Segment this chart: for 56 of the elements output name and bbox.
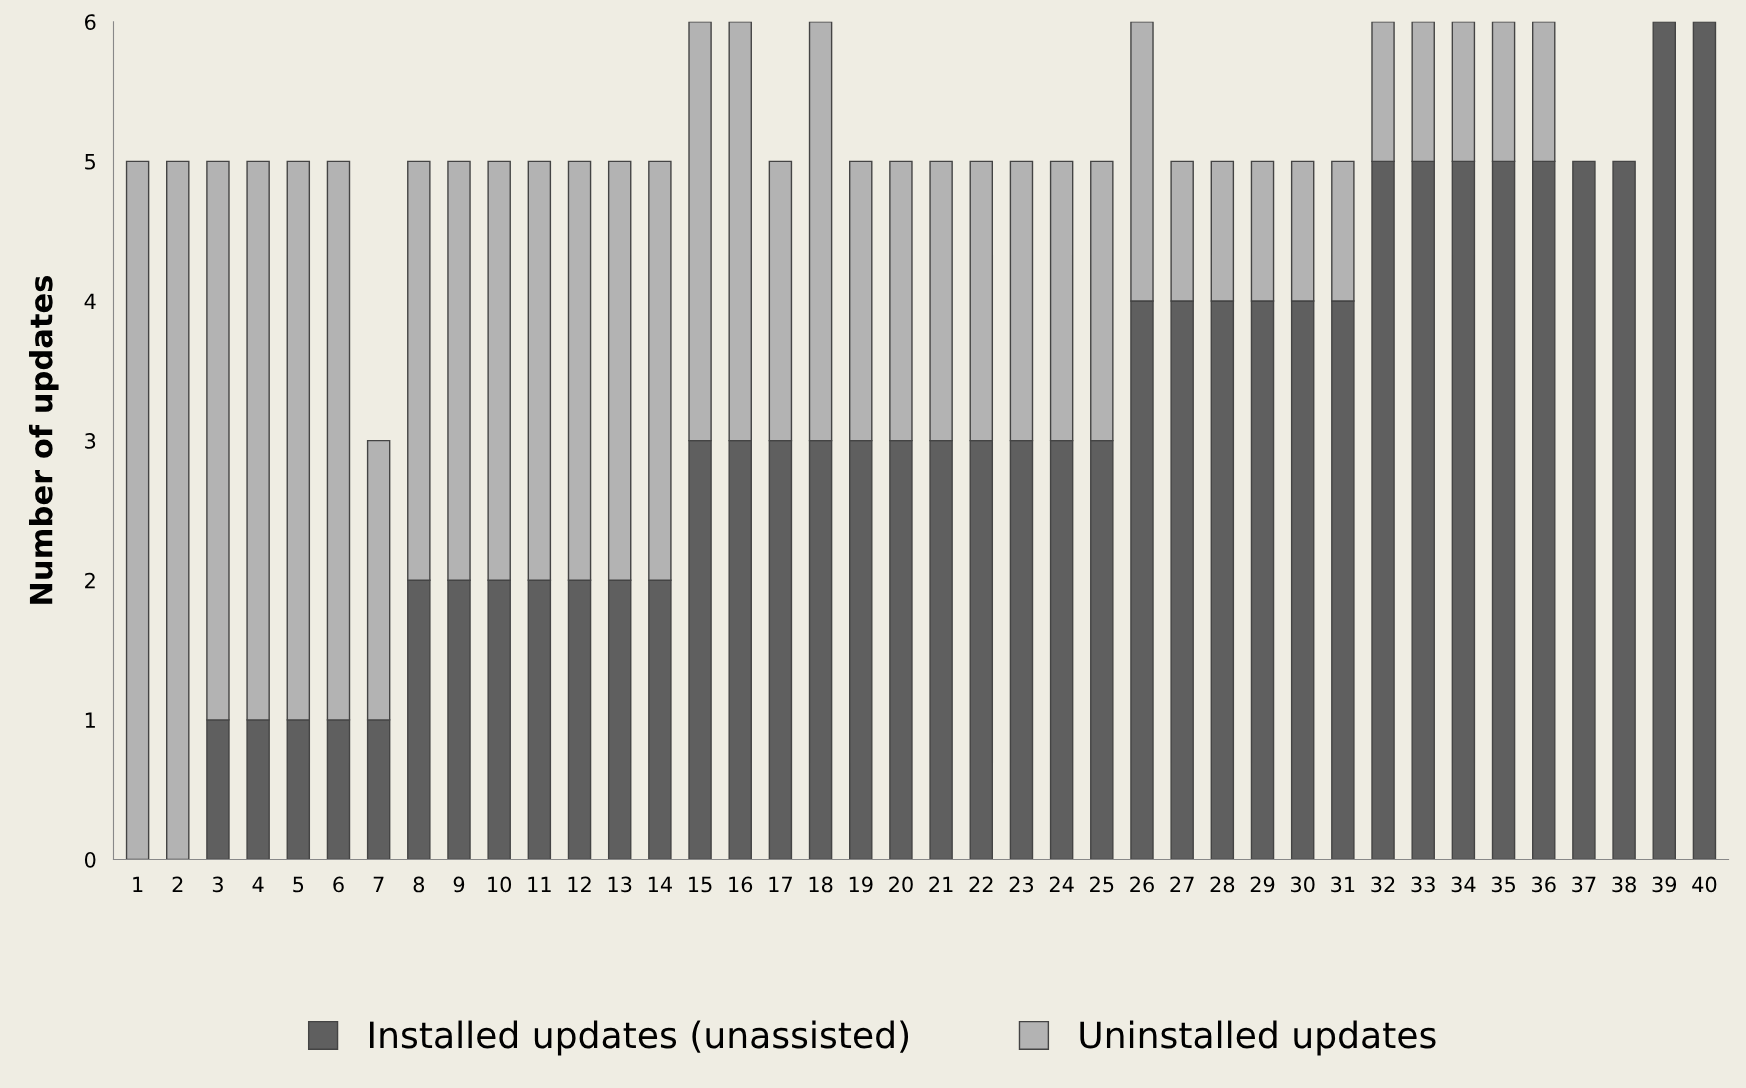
x-tick-label: 9 <box>453 876 465 893</box>
x-tick-label: 7 <box>373 876 384 893</box>
x-tick-label: 37 <box>1572 876 1596 893</box>
x-tick-label: 14 <box>648 876 672 893</box>
y-tick-label: 2 <box>85 572 95 589</box>
x-tick-label: 23 <box>1009 876 1034 893</box>
x-tick-label: 12 <box>568 876 591 893</box>
y-tick-label: 1 <box>85 712 95 728</box>
x-tick-label: 39 <box>1652 876 1677 893</box>
x-tick-label: 26 <box>1130 876 1154 893</box>
x-tick-label: 29 <box>1250 876 1275 893</box>
x-tick-label: 5 <box>293 876 304 893</box>
legend-label: Installed updates (unassisted) <box>369 1020 909 1056</box>
x-tick-label: 13 <box>608 876 632 893</box>
x-tick-label: 36 <box>1532 876 1556 893</box>
x-tick-label: 10 <box>488 876 512 893</box>
x-tick-label: 15 <box>689 876 712 893</box>
x-tick-label: 4 <box>252 876 264 893</box>
y-tick-label: 6 <box>85 14 96 30</box>
x-tick-label: 27 <box>1170 876 1194 893</box>
x-tick-label: 22 <box>969 876 993 893</box>
legend-label: Uninstalled updates <box>1080 1020 1436 1056</box>
x-tick-label: 19 <box>849 876 873 893</box>
x-tick-label: 40 <box>1692 876 1717 893</box>
x-tick-label: 30 <box>1291 876 1315 893</box>
bar <box>1572 160 1596 860</box>
x-tick-label: 28 <box>1210 876 1235 893</box>
y-tick-label: 0 <box>84 851 96 868</box>
x-tick-label: 32 <box>1371 876 1395 893</box>
bar <box>125 160 150 860</box>
x-tick-label: 31 <box>1331 876 1355 893</box>
x-tick-label: 35 <box>1491 876 1515 893</box>
x-tick-label: 3 <box>212 876 223 893</box>
x-tick-label: 21 <box>929 876 953 893</box>
bar <box>1652 21 1677 860</box>
x-tick-label: 25 <box>1090 876 1114 893</box>
x-tick-label: 20 <box>889 876 913 893</box>
bar <box>166 160 190 860</box>
y-tick-label: 4 <box>84 293 96 309</box>
x-tick-label: 2 <box>172 876 183 893</box>
y-tick-label: 5 <box>85 154 95 170</box>
x-tick-label: 38 <box>1612 876 1636 893</box>
x-tick-label: 16 <box>729 876 753 893</box>
x-tick-label: 18 <box>809 876 833 893</box>
x-tick-label: 17 <box>769 876 792 893</box>
y-axis-title: Number of updates <box>29 276 59 604</box>
bar <box>1692 21 1717 860</box>
x-tick-label: 8 <box>413 876 425 893</box>
x-tick-label: 24 <box>1049 876 1074 893</box>
y-tick-label: 3 <box>85 433 96 449</box>
x-tick-label: 33 <box>1411 876 1435 893</box>
x-tick-label: 1 <box>133 876 143 893</box>
x-tick-label: 6 <box>333 876 344 893</box>
x-tick-label: 34 <box>1451 876 1476 893</box>
x-tick-label: 11 <box>528 876 551 893</box>
bar <box>1612 160 1636 860</box>
